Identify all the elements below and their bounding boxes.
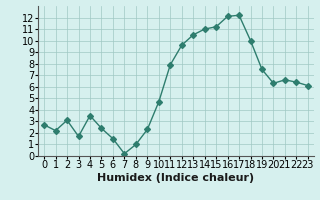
X-axis label: Humidex (Indice chaleur): Humidex (Indice chaleur) [97, 173, 255, 183]
